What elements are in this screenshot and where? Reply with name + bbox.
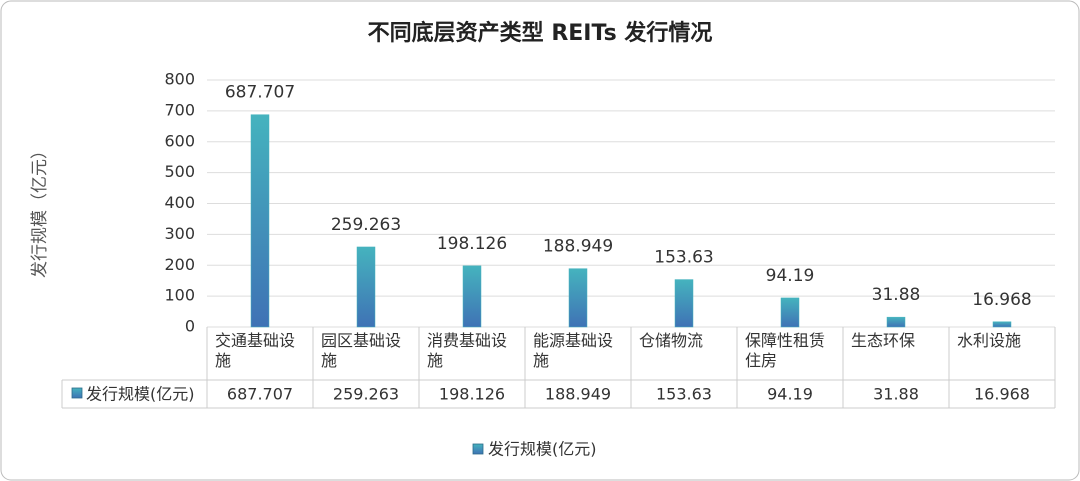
x-tick-label: 能源基础设施 xyxy=(533,331,614,370)
bar xyxy=(674,279,694,328)
y-tick-label: 800 xyxy=(164,70,195,89)
data-label: 198.126 xyxy=(437,234,507,254)
y-tick-label: 200 xyxy=(164,255,195,274)
bar xyxy=(886,316,906,328)
data-label: 687.707 xyxy=(225,83,295,103)
x-tick-label: 仓储物流 xyxy=(639,331,704,350)
y-tick-label: 600 xyxy=(164,131,195,150)
y-tick-label: 700 xyxy=(164,100,195,119)
y-tick-label: 100 xyxy=(164,286,195,305)
y-tick-label: 500 xyxy=(164,162,195,181)
x-tick-label: 园区基础设施 xyxy=(321,331,402,370)
table-series-name: 发行规模(亿元) xyxy=(86,385,195,404)
table-value: 188.949 xyxy=(545,385,611,404)
data-label: 94.19 xyxy=(766,266,815,286)
table-value: 259.263 xyxy=(333,385,399,404)
table-value: 198.126 xyxy=(439,385,505,404)
legend-label: 发行规模(亿元) xyxy=(488,440,597,459)
table-value: 153.63 xyxy=(656,385,712,404)
table-value: 16.968 xyxy=(974,385,1030,404)
x-tick-label: 消费基础设施 xyxy=(427,331,508,370)
data-label: 31.88 xyxy=(872,285,921,305)
legend-key xyxy=(472,443,484,455)
table-legend-key xyxy=(71,387,83,399)
table-value: 94.19 xyxy=(767,385,813,404)
bar xyxy=(780,297,800,328)
x-tick-label: 水利设施 xyxy=(957,331,1022,350)
data-label: 259.263 xyxy=(331,215,401,235)
bar xyxy=(568,268,588,328)
y-tick-label: 0 xyxy=(185,317,195,336)
y-tick-label: 300 xyxy=(164,224,195,243)
bar xyxy=(250,114,270,328)
x-tick-label: 生态环保 xyxy=(851,331,916,350)
bar xyxy=(356,246,376,328)
data-label: 153.63 xyxy=(654,248,713,268)
table-value: 31.88 xyxy=(873,385,919,404)
bar xyxy=(462,265,482,328)
data-label: 16.968 xyxy=(972,290,1031,310)
bar xyxy=(992,321,1012,328)
data-label: 188.949 xyxy=(543,237,613,257)
y-axis-label: 发行规模（亿元） xyxy=(30,142,50,278)
chart-title: 不同底层资产类型 REITs 发行情况 xyxy=(368,20,713,46)
x-tick-label: 保障性租赁住房 xyxy=(745,331,826,370)
x-tick-label: 交通基础设施 xyxy=(215,331,296,370)
y-tick-label: 400 xyxy=(164,193,195,212)
table-value: 687.707 xyxy=(227,385,293,404)
